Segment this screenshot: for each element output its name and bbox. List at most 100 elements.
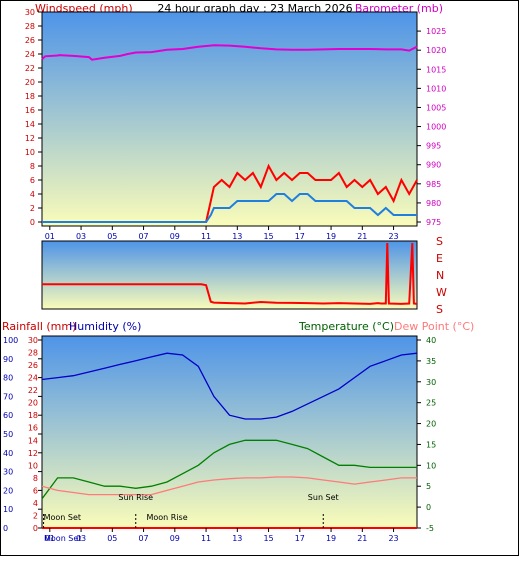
rainfall-tick-label: 4 [33, 499, 38, 508]
rainfall-tick-label: 22 [28, 386, 38, 395]
windspeed-tick-label: 2 [30, 204, 35, 213]
hour-tick-label: 15 [263, 232, 273, 241]
annotation-label: Sun Set [308, 493, 339, 502]
windspeed-tick-label: 28 [25, 22, 35, 31]
hour-tick-label: 17 [295, 534, 305, 543]
hour-tick-label: 23 [388, 232, 398, 241]
barometer-tick-label: 1010 [426, 84, 446, 93]
rainfall-tick-label: 8 [33, 474, 38, 483]
barometer-tick-label: 980 [426, 199, 441, 208]
direction-label: E [436, 252, 443, 265]
humidity-tick-label: 30 [3, 468, 13, 477]
windspeed-tick-label: 20 [25, 78, 35, 87]
rainfall-tick-label: 26 [28, 361, 38, 370]
wind-direction-line [42, 242, 418, 305]
hour-tick-label: 07 [138, 232, 148, 241]
windspeed-tick-label: 16 [25, 106, 35, 115]
temperature-tick-label: 25 [426, 399, 436, 408]
windspeed-tick-label: 12 [25, 134, 35, 143]
hour-tick-label: 21 [357, 232, 367, 241]
weather-chart: Windspeed (mph) 24 hour graph day : 23 M… [2, 2, 474, 543]
hour-tick-label: 01 [45, 534, 55, 543]
hour-tick-label: 15 [263, 534, 273, 543]
hour-tick-label: 13 [232, 232, 242, 241]
annotation-label: Sun Rise [118, 493, 153, 502]
hour-tick-label: 05 [107, 534, 117, 543]
hour-tick-label: 13 [232, 534, 242, 543]
humidity-tick-label: 20 [3, 486, 13, 495]
rainfall-tick-label: 20 [28, 399, 38, 408]
windspeed-tick-label: 0 [30, 218, 35, 227]
barometer-tick-label: 1015 [426, 65, 446, 74]
windspeed-tick-label: 4 [30, 190, 35, 199]
rainfall-tick-label: 10 [28, 461, 38, 470]
weather-graph-frame: Windspeed (mph) 24 hour graph day : 23 M… [0, 0, 519, 556]
temperature-tick-label: 15 [426, 440, 436, 449]
annotation-label: Moon Rise [146, 513, 187, 522]
temperature-axis: -5 0 5 10 15 20 25 30 35 40 [417, 336, 436, 533]
temperature-line [41, 439, 417, 500]
hour-tick-label: 03 [76, 534, 86, 543]
barometer-tick-label: 1000 [426, 123, 446, 132]
humidity-tick-label: 50 [3, 430, 13, 439]
temperature-tick-label: 10 [426, 461, 436, 470]
barometer-axis: 975 980 985 990 995 1000 1005 1010 1015 1020 1025 [417, 27, 446, 227]
barometer-line [41, 44, 418, 61]
barometer-tick-label: 990 [426, 161, 441, 170]
temperature-tick-label: 5 [426, 482, 431, 491]
hour-tick-label: 09 [170, 232, 180, 241]
temperature-tick-label: 20 [426, 420, 436, 429]
rainfall-tick-label: 24 [28, 374, 38, 383]
barometer-tick-label: 975 [426, 218, 441, 227]
barometer-tick-label: 985 [426, 180, 441, 189]
wind-average-line [42, 193, 417, 223]
windspeed-tick-label: 26 [25, 36, 35, 45]
direction-label: S [436, 235, 443, 248]
humidity-line [41, 352, 418, 420]
humidity-rainfall-axes: 0102030405060708090100024681012141618202… [3, 336, 42, 533]
hour-tick-label: 01 [45, 232, 55, 241]
hour-tick-label: 05 [107, 232, 117, 241]
wind-gust-line [42, 163, 418, 223]
humidity-tick-label: 40 [3, 449, 13, 458]
direction-label: W [436, 286, 447, 299]
windspeed-tick-label: 8 [30, 162, 35, 171]
hour-tick-label: 19 [326, 232, 336, 241]
humidity-tick-label: 90 [3, 355, 13, 364]
humidity-axis-label: Humidity (%) [69, 320, 141, 333]
hour-tick-label: 21 [357, 534, 367, 543]
annotation-label: Moon Set [44, 513, 81, 522]
rainfall-tick-label: 0 [33, 524, 38, 533]
humidity-temperature-panel: 0102030405060708090100024681012141618202… [3, 335, 436, 543]
humidity-tick-label: 100 [3, 336, 18, 345]
humidity-tick-label: 70 [3, 392, 13, 401]
rainfall-tick-label: 18 [28, 411, 38, 420]
hour-tick-label: 03 [76, 232, 86, 241]
hour-tick-label: 07 [138, 534, 148, 543]
hour-tick-label: 09 [170, 534, 180, 543]
temperature-tick-label: -5 [426, 524, 434, 533]
hour-tick-label: 11 [201, 534, 211, 543]
time-axis-top: 01 03 05 07 09 11 13 15 17 19 21 23 [45, 226, 399, 241]
windspeed-tick-label: 24 [25, 50, 35, 59]
temperature-axis-label: Temperature (°C) [298, 320, 394, 333]
humidity-tick-label: 80 [3, 374, 13, 383]
hour-tick-label: 19 [326, 534, 336, 543]
temperature-tick-label: 40 [426, 336, 436, 345]
rainfall-tick-label: 2 [33, 511, 38, 520]
humidity-tick-label: 60 [3, 411, 13, 420]
humidity-temperature-series [41, 352, 418, 529]
hour-tick-label: 23 [388, 534, 398, 543]
sun-moon-annotations: Moon Set Sun Rise Moon Rise Sun Set [43, 493, 339, 528]
rainfall-tick-label: 6 [33, 486, 38, 495]
first-tick-label: Moon Set [44, 534, 81, 543]
wind-plot-area [41, 11, 418, 227]
wind-barometer-series [41, 44, 418, 223]
direction-label: N [436, 269, 444, 282]
dewpoint-axis-label: Dew Point (°C) [394, 320, 474, 333]
